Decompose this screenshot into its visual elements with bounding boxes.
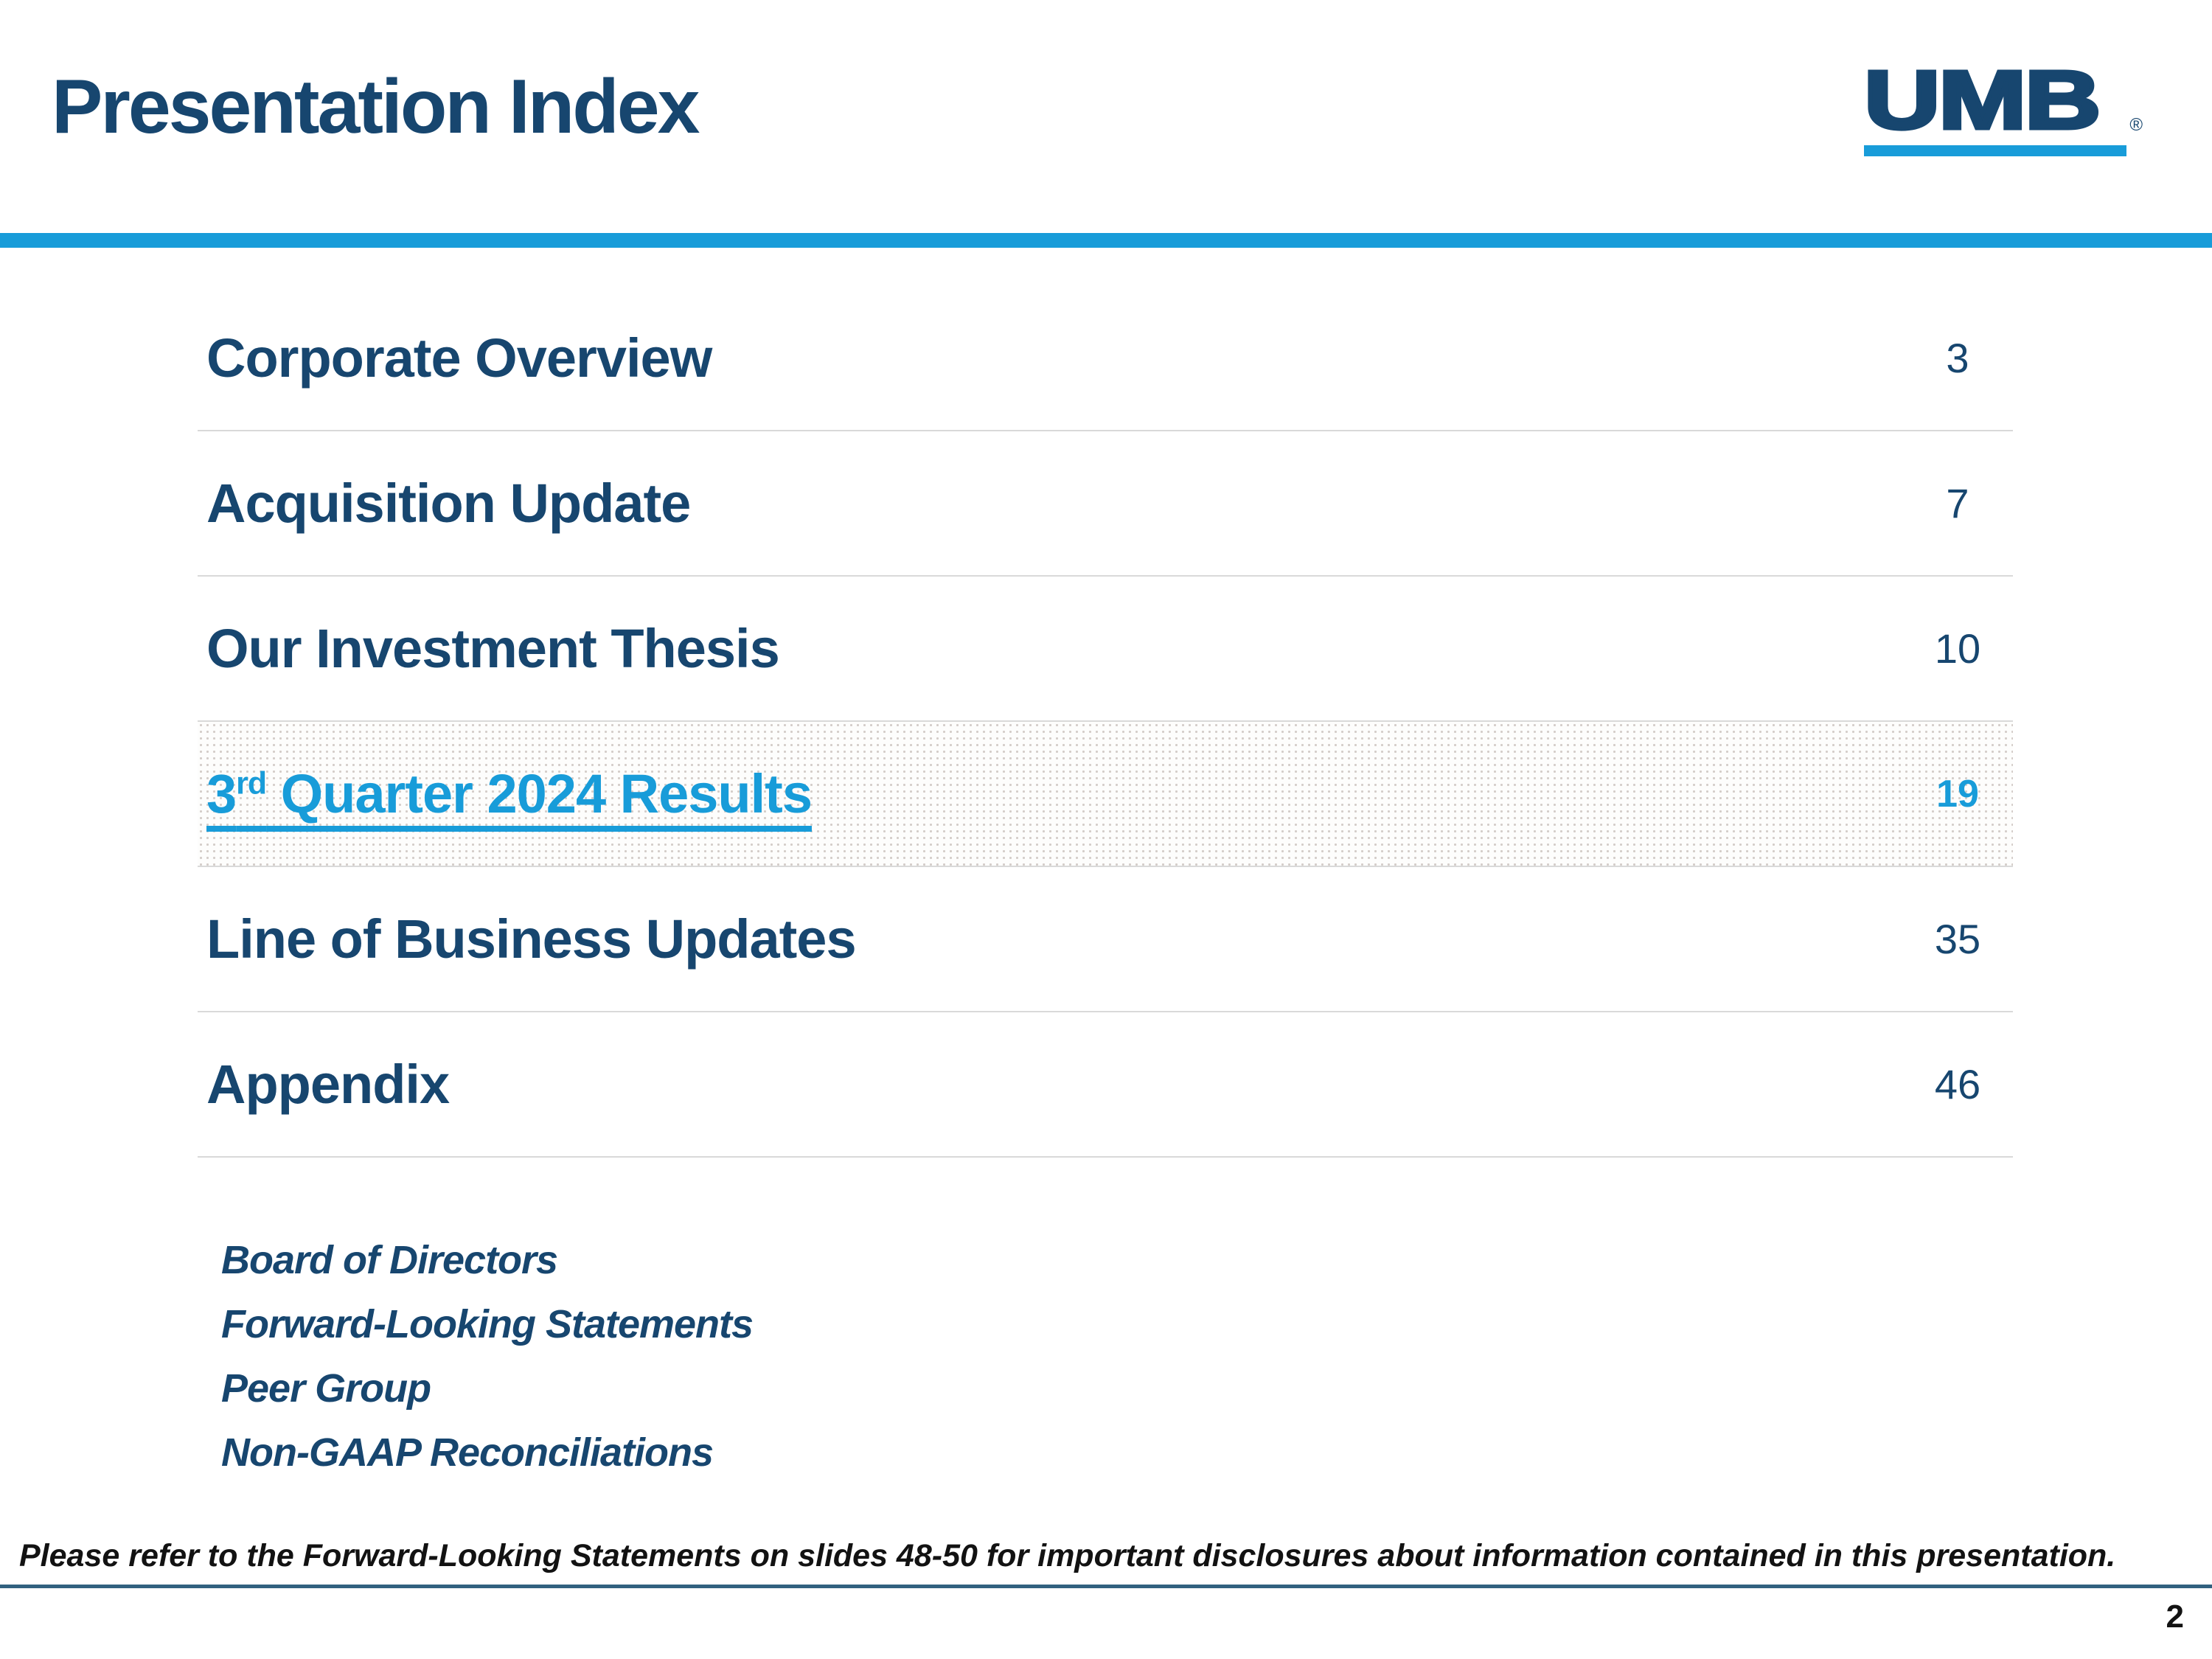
appendix-subitems: Board of Directors Forward-Looking Statem…: [221, 1238, 754, 1497]
toc-item-page: 7: [1946, 480, 1969, 526]
appendix-subitem: Forward-Looking Statements: [221, 1302, 754, 1346]
toc-item-label: Line of Business Updates: [206, 908, 857, 970]
toc-item-page: 46: [1934, 1061, 1981, 1107]
umb-logo-underline: [1864, 145, 2126, 157]
toc-link-current-section[interactable]: 3rd Quarter 2024 Results: [206, 763, 813, 824]
footer-divider: [0, 1585, 2212, 1588]
toc-row-1: Corporate Overview 3: [198, 286, 2013, 431]
umb-logo-text: UMB: [1862, 54, 2104, 146]
appendix-subitem: Board of Directors: [221, 1238, 558, 1282]
footer-disclosure: Please refer to the Forward-Looking Stat…: [19, 1538, 2116, 1573]
umb-logo: UMB ®: [1862, 54, 2143, 157]
page-title: Presentation Index: [52, 64, 700, 150]
toc-item-label: Acquisition Update: [206, 473, 691, 534]
header-divider: [0, 233, 2212, 248]
toc-item-page: 3: [1946, 335, 1969, 381]
table-of-contents: Corporate Overview 3 Acquisition Update …: [198, 286, 2013, 1158]
toc-row-5: Line of Business Updates 35: [198, 867, 2013, 1012]
toc-item-page: 10: [1934, 625, 1981, 672]
toc-row-4: 3rd Quarter 2024 Results 19: [198, 722, 2013, 867]
registered-trademark-icon: ®: [2129, 115, 2143, 135]
slide-page-number: 2: [2166, 1599, 2184, 1635]
toc-item-label: Our Investment Thesis: [206, 618, 780, 679]
appendix-subitem: Peer Group: [221, 1366, 431, 1411]
toc-row-2: Acquisition Update 7: [198, 431, 2013, 577]
toc-item-label: Appendix: [206, 1054, 450, 1115]
toc-row-6: Appendix 46: [198, 1012, 2013, 1158]
toc-row-3: Our Investment Thesis 10: [198, 577, 2013, 722]
appendix-subitem: Non-GAAP Reconciliations: [221, 1430, 714, 1475]
toc-item-page: 35: [1934, 916, 1981, 962]
toc-item-page: 19: [1936, 772, 1979, 815]
toc-item-label: Corporate Overview: [206, 327, 712, 389]
